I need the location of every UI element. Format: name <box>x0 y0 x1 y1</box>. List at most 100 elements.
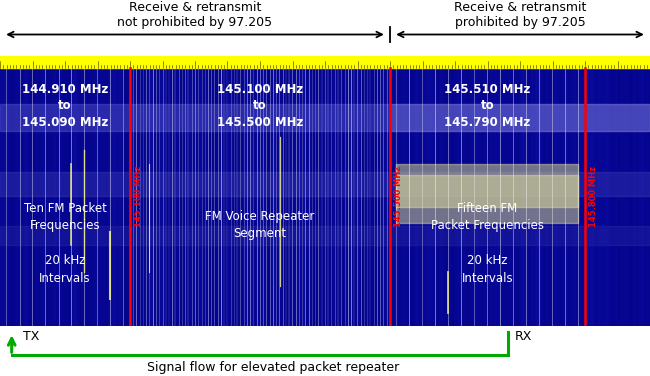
Bar <box>286 56 288 326</box>
Bar <box>219 56 221 326</box>
Bar <box>306 56 307 326</box>
Bar <box>242 56 245 326</box>
Bar <box>333 56 336 326</box>
Bar <box>188 56 190 326</box>
Bar <box>13 56 15 326</box>
Text: 145.500 MHz: 145.500 MHz <box>394 166 403 227</box>
Bar <box>125 56 128 326</box>
Bar <box>548 56 551 326</box>
Bar <box>377 56 379 326</box>
Bar <box>574 56 577 326</box>
Bar <box>453 56 455 326</box>
Bar <box>34 56 37 326</box>
Bar <box>525 56 527 326</box>
Bar <box>232 56 234 326</box>
Bar <box>613 56 616 326</box>
Bar <box>86 56 89 326</box>
Bar <box>388 56 390 326</box>
Bar <box>648 56 650 326</box>
Bar <box>332 56 333 326</box>
Bar <box>598 56 600 326</box>
Bar <box>518 56 520 326</box>
Bar <box>102 56 104 326</box>
Bar <box>294 56 297 326</box>
Bar <box>254 56 255 326</box>
Bar <box>382 56 383 326</box>
Bar <box>273 56 275 326</box>
Bar <box>227 56 229 326</box>
Bar <box>245 56 247 326</box>
Bar <box>416 56 418 326</box>
Bar <box>158 56 161 326</box>
Bar <box>138 56 141 326</box>
Bar <box>24 56 26 326</box>
Bar <box>96 56 98 326</box>
Bar <box>93 56 96 326</box>
Bar <box>476 56 479 326</box>
Bar <box>429 56 431 326</box>
Bar <box>619 56 622 326</box>
Bar <box>489 56 492 326</box>
Bar <box>639 56 642 326</box>
Bar <box>424 56 427 326</box>
Text: Ten FM Packet
Frequencies

20 kHz
Intervals: Ten FM Packet Frequencies 20 kHz Interva… <box>23 202 107 285</box>
Bar <box>512 56 514 326</box>
Bar <box>349 56 351 326</box>
Text: Signal flow for elevated packet repeater: Signal flow for elevated packet repeater <box>147 361 399 373</box>
Text: Receive & retransmit
not prohibited by 97.205: Receive & retransmit not prohibited by 9… <box>118 1 272 29</box>
Bar <box>104 56 106 326</box>
Bar <box>431 56 434 326</box>
Bar <box>462 56 463 326</box>
Bar <box>396 56 398 326</box>
Bar <box>637 56 639 326</box>
Bar <box>401 56 403 326</box>
Bar <box>624 56 626 326</box>
Bar <box>136 56 138 326</box>
Text: 145.510 MHz
to
145.790 MHz: 145.510 MHz to 145.790 MHz <box>445 83 530 129</box>
Text: 145.100 MHz
to
145.500 MHz: 145.100 MHz to 145.500 MHz <box>217 83 303 129</box>
Bar <box>266 56 268 326</box>
Bar <box>434 56 436 326</box>
Bar <box>505 56 507 326</box>
Bar <box>169 56 171 326</box>
Bar <box>167 56 169 326</box>
Bar <box>63 56 65 326</box>
Text: Fifteen FM
Packet Frequencies

20 kHz
Intervals: Fifteen FM Packet Frequencies 20 kHz Int… <box>431 202 544 285</box>
Bar <box>566 56 567 326</box>
Bar <box>593 56 596 326</box>
Bar <box>6 56 8 326</box>
Bar <box>83 56 84 326</box>
Bar <box>330 56 332 326</box>
Bar <box>213 56 214 326</box>
Bar <box>546 56 548 326</box>
Bar <box>239 56 240 326</box>
Bar <box>281 56 284 326</box>
Bar <box>54 56 57 326</box>
Bar <box>307 56 310 326</box>
Bar <box>115 56 117 326</box>
Bar <box>520 56 522 326</box>
Bar <box>379 56 382 326</box>
Bar <box>304 56 306 326</box>
Bar <box>570 56 572 326</box>
Bar <box>496 56 499 326</box>
Bar <box>208 56 210 326</box>
Bar <box>176 56 177 326</box>
Bar <box>414 56 416 326</box>
Bar <box>632 56 635 326</box>
Bar <box>31 56 32 326</box>
Bar <box>148 56 150 326</box>
Bar <box>60 56 63 326</box>
Text: 144.910 MHz
to
145.090 MHz: 144.910 MHz to 145.090 MHz <box>22 83 108 129</box>
Bar <box>327 56 330 326</box>
Bar <box>84 56 86 326</box>
Bar <box>353 56 356 326</box>
Text: 145.100 MHz: 145.100 MHz <box>134 166 143 227</box>
Bar <box>578 56 580 326</box>
Bar <box>128 56 130 326</box>
Bar <box>541 56 544 326</box>
Bar <box>310 56 312 326</box>
Bar <box>252 56 254 326</box>
Bar <box>616 56 618 326</box>
Bar <box>323 56 325 326</box>
